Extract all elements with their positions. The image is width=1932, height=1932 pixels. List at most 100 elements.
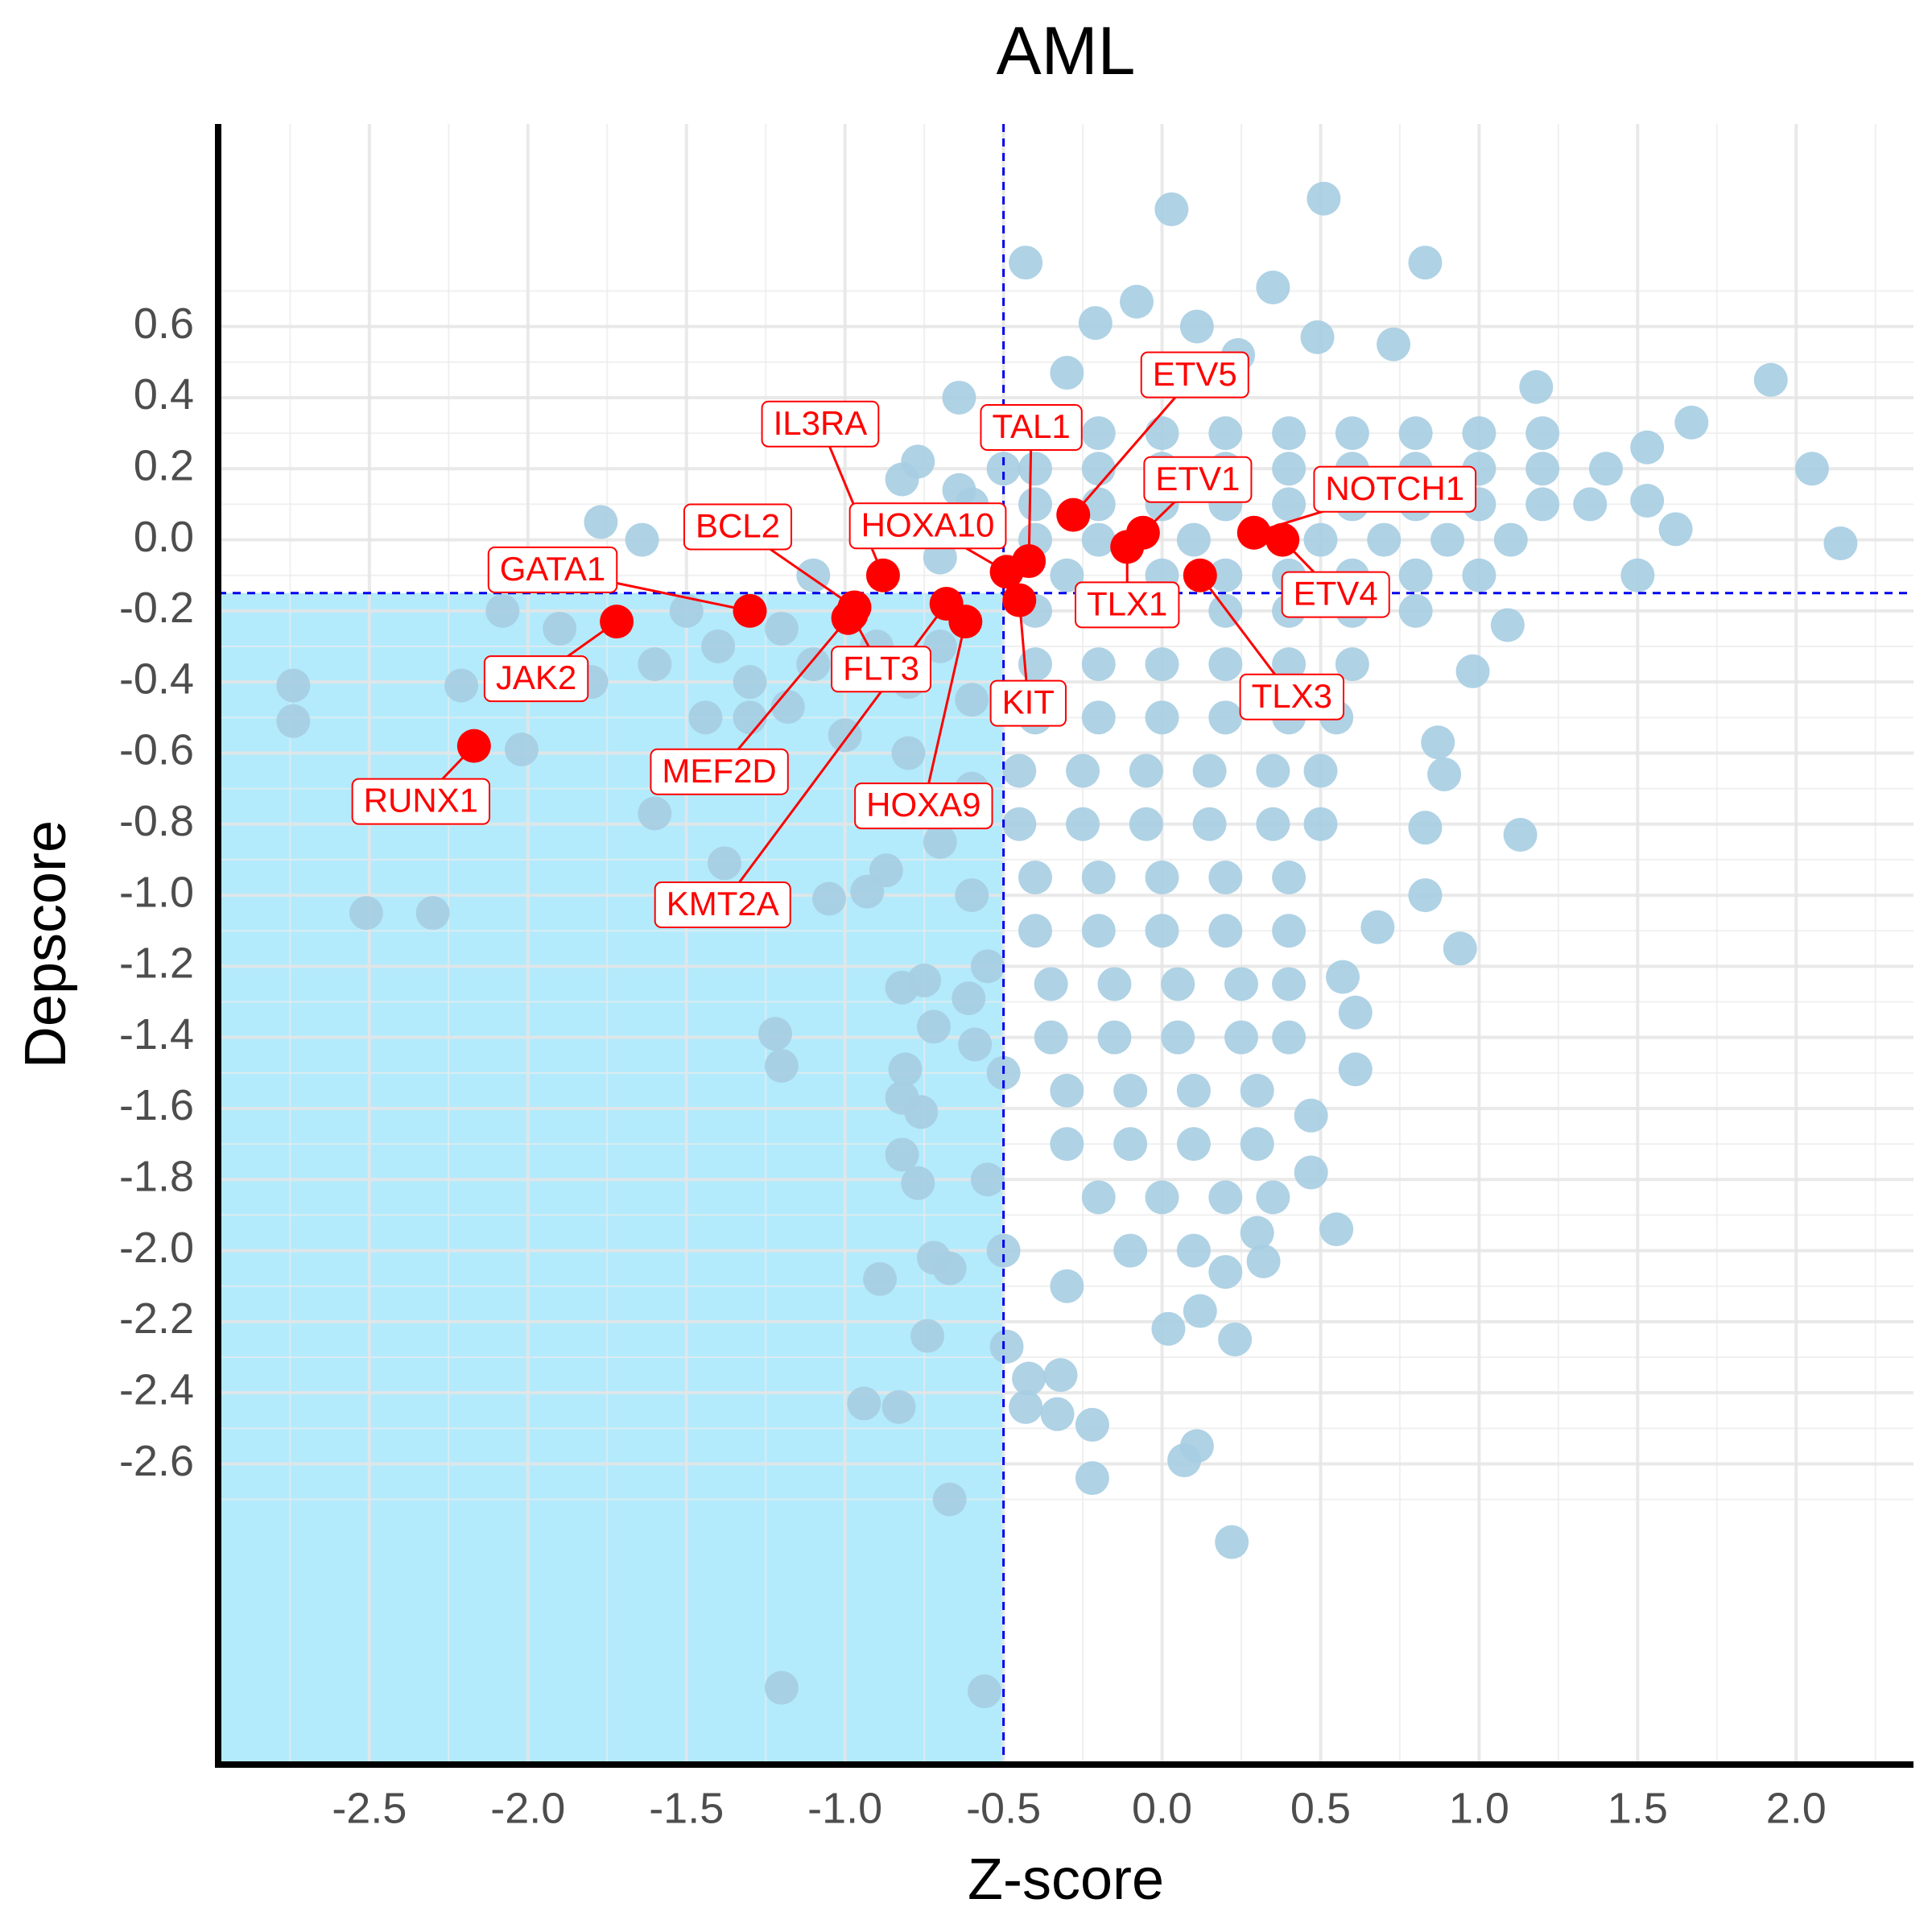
point <box>862 1261 897 1296</box>
label-box <box>831 646 932 693</box>
point <box>1176 522 1211 557</box>
point <box>1455 654 1490 688</box>
point <box>1176 1127 1211 1162</box>
gene-label: JAK2 <box>496 658 576 696</box>
highlight-point <box>456 729 491 763</box>
point <box>638 647 672 682</box>
x-tick-label: 1.0 <box>1449 1784 1509 1832</box>
point <box>485 593 520 628</box>
point <box>770 690 805 724</box>
highlight-point <box>1012 544 1046 579</box>
point <box>1272 416 1307 451</box>
point <box>349 896 383 931</box>
highlight-point <box>929 587 964 621</box>
point <box>1367 522 1402 557</box>
point <box>1823 526 1858 560</box>
leader-line <box>922 621 967 807</box>
point <box>1208 1255 1243 1290</box>
point <box>764 1670 799 1705</box>
point <box>1620 558 1655 592</box>
point <box>1018 914 1052 948</box>
gene-label: TAL1 <box>992 407 1070 445</box>
point <box>907 964 942 998</box>
label-box <box>650 748 789 795</box>
point <box>1192 753 1227 788</box>
point <box>1050 356 1084 390</box>
label-box <box>483 655 589 703</box>
point <box>1256 807 1290 841</box>
point <box>1519 369 1554 404</box>
point <box>1018 860 1052 894</box>
point <box>923 824 957 859</box>
point <box>847 1386 881 1421</box>
point <box>1408 878 1443 913</box>
point <box>1018 487 1052 522</box>
point <box>1009 1389 1043 1424</box>
gene-label: TLX3 <box>1252 677 1332 715</box>
point <box>1630 483 1665 518</box>
point <box>1215 1525 1249 1559</box>
point <box>1145 1180 1179 1215</box>
point <box>1224 967 1259 1001</box>
highlight-layer <box>456 497 1300 763</box>
point <box>1300 320 1335 354</box>
point <box>910 1319 945 1353</box>
point <box>1256 270 1290 305</box>
leader-line <box>718 617 849 773</box>
point <box>1503 818 1538 852</box>
point <box>1081 647 1116 682</box>
point <box>688 700 723 735</box>
point <box>970 1162 1005 1197</box>
point <box>923 630 957 664</box>
point <box>764 611 799 646</box>
point <box>1050 1073 1084 1108</box>
point <box>1208 647 1243 682</box>
x-tick-label: -2.5 <box>332 1784 407 1832</box>
point <box>1145 914 1179 948</box>
point <box>1009 246 1043 280</box>
point <box>708 846 742 881</box>
point <box>989 1329 1024 1364</box>
point <box>1050 1127 1084 1162</box>
point <box>1338 995 1373 1030</box>
point <box>1398 558 1433 592</box>
point <box>1066 807 1100 841</box>
point <box>1192 807 1227 841</box>
label-box <box>1143 456 1253 503</box>
gene-label: NOTCH1 <box>1325 469 1464 507</box>
point <box>885 1137 919 1172</box>
gene-label: ETV4 <box>1294 575 1378 613</box>
point <box>1081 914 1116 948</box>
point <box>1002 807 1037 841</box>
label-box <box>989 679 1067 727</box>
point <box>1176 1233 1211 1268</box>
point <box>543 611 577 646</box>
y-tick-label: 0.4 <box>134 370 194 419</box>
point <box>1658 512 1693 547</box>
point <box>638 796 672 831</box>
label-box <box>1140 351 1249 398</box>
y-tick-label: -0.6 <box>119 726 194 774</box>
point <box>1151 1311 1186 1346</box>
point <box>901 1166 935 1200</box>
point <box>1443 931 1477 966</box>
point <box>1408 246 1443 280</box>
point <box>1120 284 1154 319</box>
point <box>733 700 767 735</box>
y-tick-label: -1.0 <box>119 868 194 916</box>
x-tick-label: 0.0 <box>1132 1784 1192 1832</box>
x-axis-title: Z-score <box>968 1847 1164 1912</box>
point <box>1630 430 1665 464</box>
x-tick-label: 2.0 <box>1766 1784 1827 1832</box>
y-tick-label: -1.4 <box>119 1010 194 1059</box>
point <box>1493 522 1528 557</box>
point <box>1034 1020 1068 1055</box>
point <box>1272 860 1307 894</box>
point <box>916 1009 951 1044</box>
label-box <box>761 400 880 448</box>
x-tick-label: -0.5 <box>966 1784 1041 1832</box>
point <box>1097 1020 1132 1055</box>
point <box>1161 967 1195 1001</box>
highlight-point <box>831 601 865 635</box>
